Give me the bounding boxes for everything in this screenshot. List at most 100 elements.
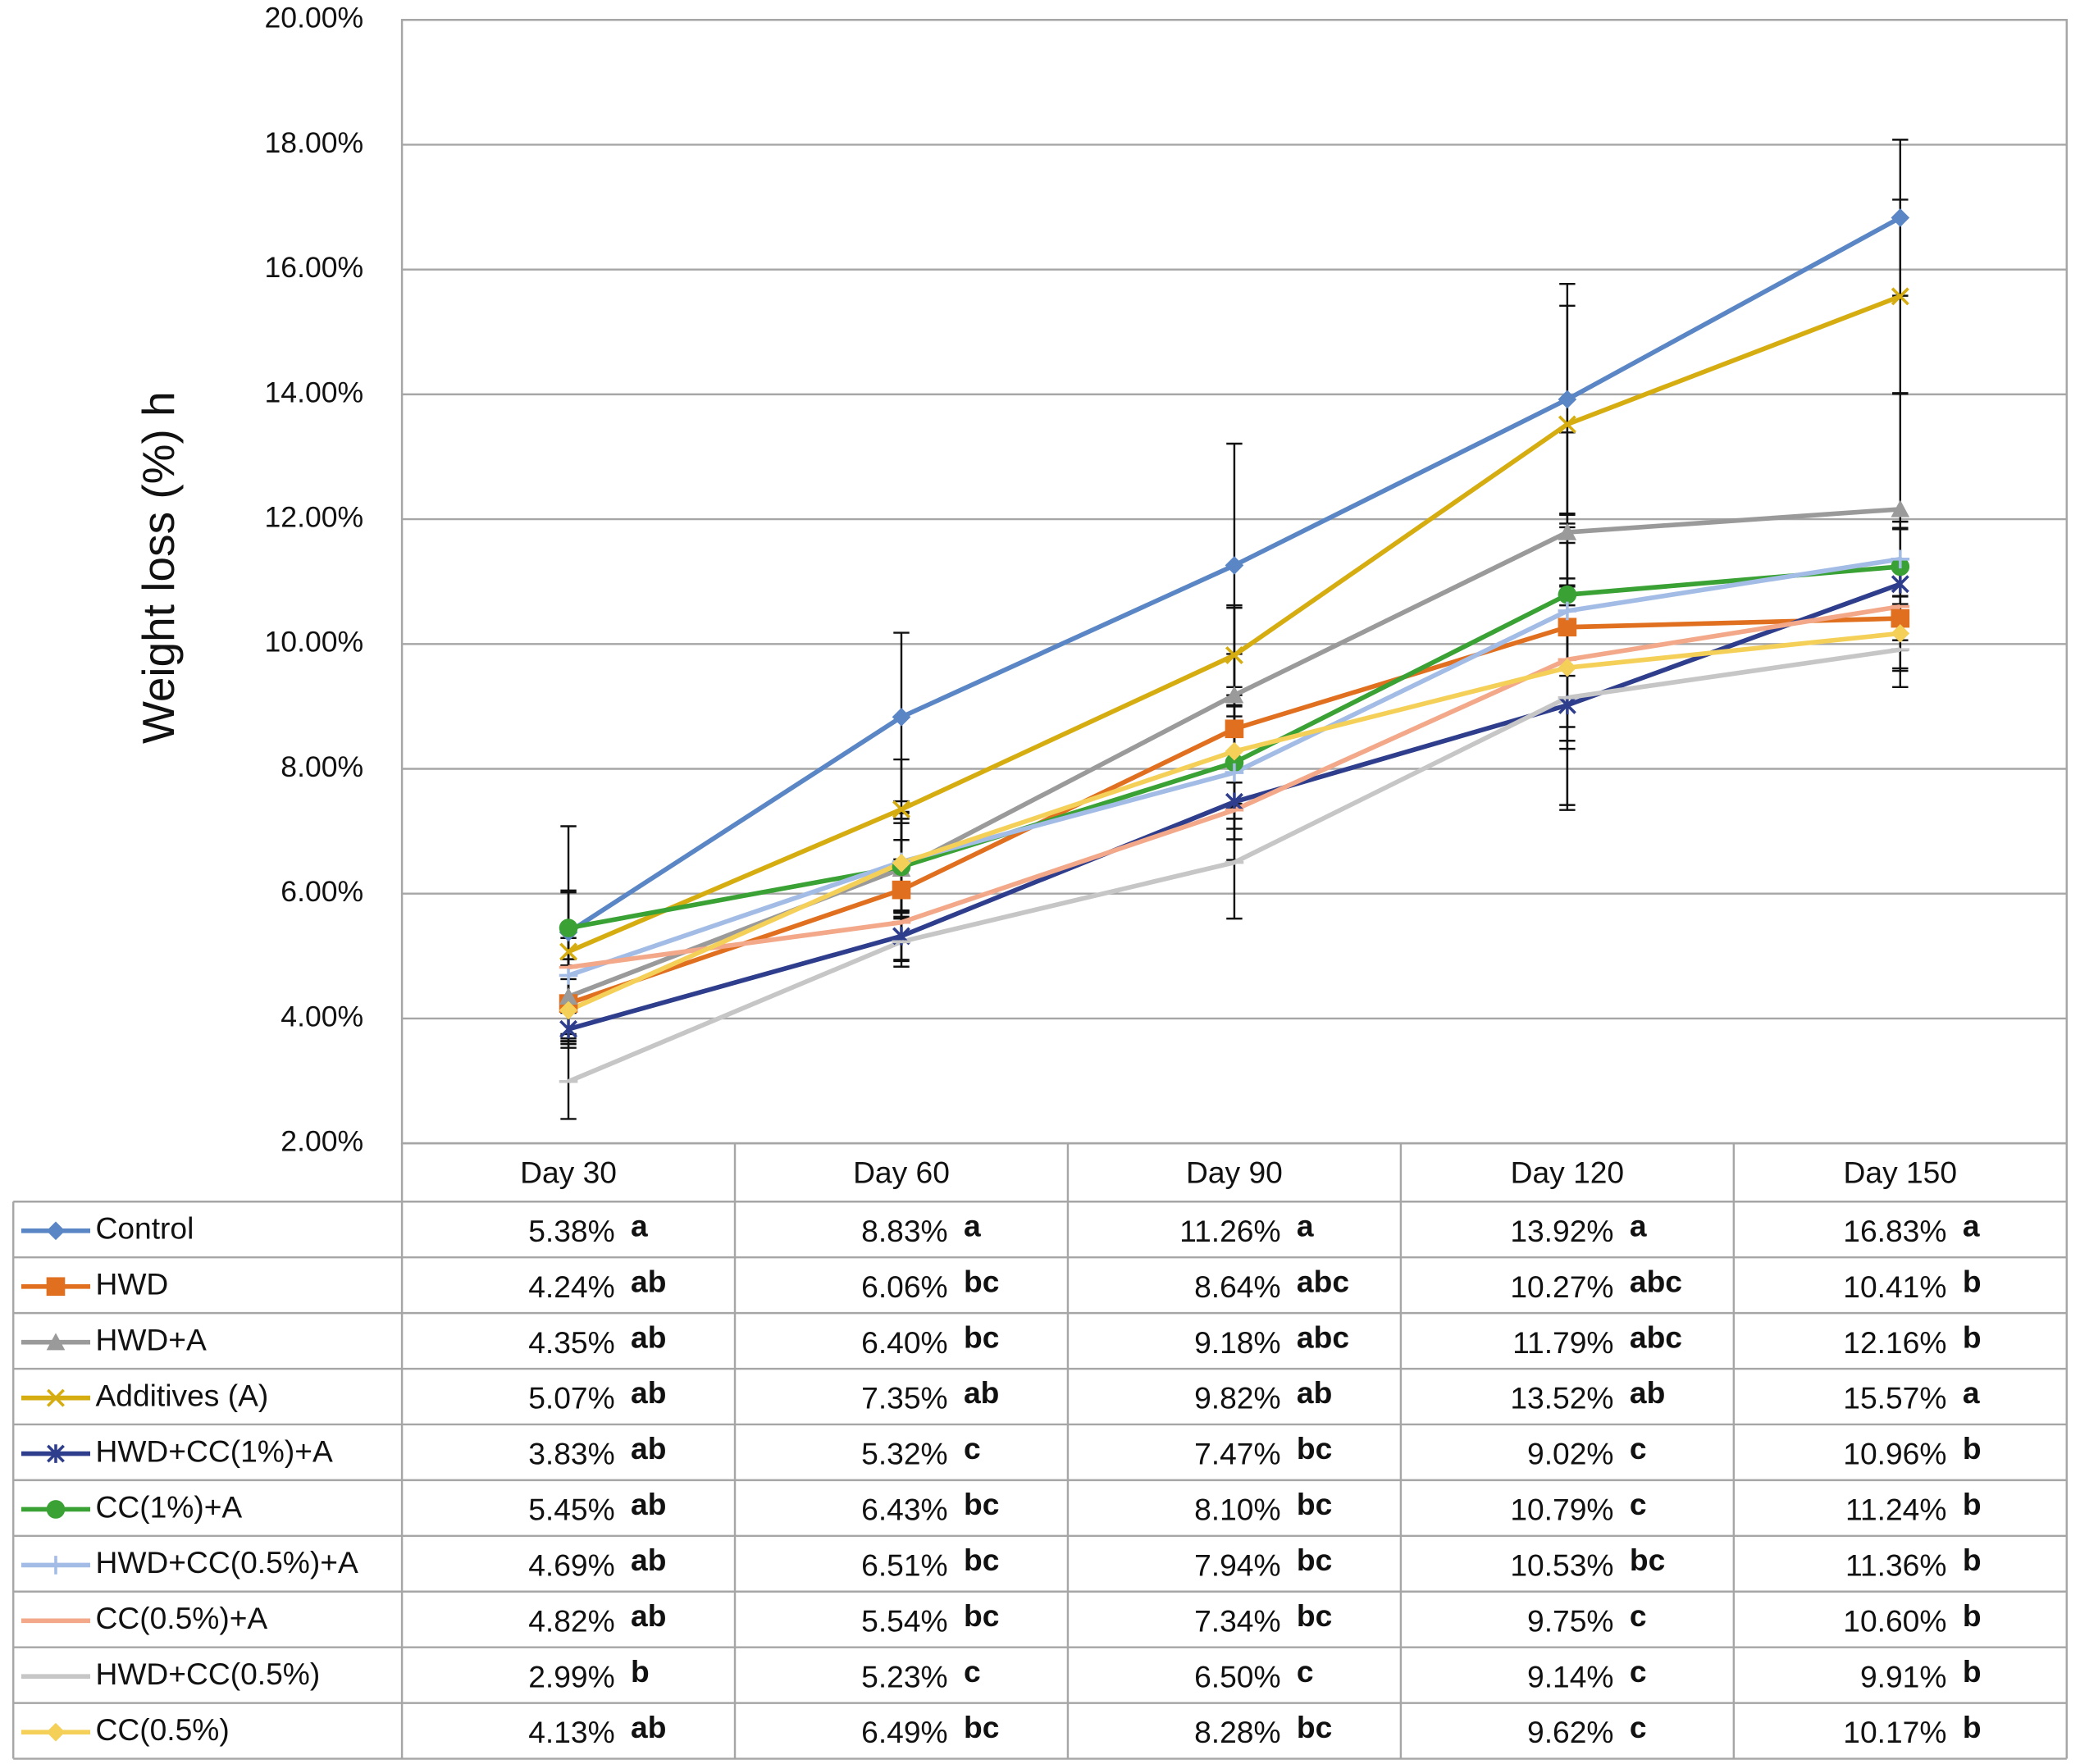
table-value: 9.02% bbox=[1527, 1437, 1613, 1471]
marker bbox=[1891, 574, 1909, 594]
significance-letter: ab bbox=[964, 1375, 999, 1410]
table-value: 5.23% bbox=[861, 1659, 947, 1693]
table-value: 13.92% bbox=[1510, 1214, 1613, 1248]
table-value: 5.38% bbox=[528, 1214, 614, 1248]
marker bbox=[46, 1500, 66, 1519]
legend-entry: HWD+CC(0.5%) bbox=[21, 1657, 320, 1691]
significance-letter: abc bbox=[1630, 1320, 1682, 1354]
significance-letter: ab bbox=[631, 1375, 666, 1410]
marker bbox=[1225, 741, 1244, 761]
table-value: 9.75% bbox=[1527, 1603, 1613, 1638]
table-value: 10.53% bbox=[1510, 1547, 1613, 1582]
legend-entry: HWD bbox=[21, 1267, 168, 1301]
marker bbox=[46, 1556, 66, 1575]
table-value: 9.14% bbox=[1527, 1659, 1613, 1693]
marker bbox=[559, 918, 578, 937]
table-value: 3.83% bbox=[528, 1437, 614, 1471]
table-value: 4.13% bbox=[528, 1715, 614, 1749]
y-tick-label: 2.00% bbox=[281, 1125, 363, 1158]
significance-letter: b bbox=[1963, 1487, 1982, 1521]
significance-letter: c bbox=[1630, 1654, 1647, 1689]
table-value: 6.06% bbox=[861, 1269, 947, 1304]
marker bbox=[559, 1001, 578, 1020]
marker bbox=[1558, 415, 1576, 434]
table-value: 8.28% bbox=[1194, 1715, 1280, 1749]
table-value: 5.54% bbox=[861, 1603, 947, 1638]
table-value: 8.83% bbox=[861, 1214, 947, 1248]
legend-label: Control bbox=[95, 1211, 194, 1246]
marker bbox=[559, 987, 578, 1005]
table-value: 12.16% bbox=[1843, 1325, 1946, 1360]
significance-letter: b bbox=[1963, 1543, 1982, 1577]
table-value: 4.82% bbox=[528, 1603, 614, 1638]
significance-letter: bc bbox=[964, 1598, 999, 1633]
table-value: 7.34% bbox=[1194, 1603, 1280, 1638]
table-value: 10.96% bbox=[1843, 1437, 1946, 1471]
legend-label: CC(0.5%) bbox=[95, 1712, 229, 1747]
marker bbox=[46, 1722, 66, 1742]
significance-letter: abc bbox=[1630, 1264, 1682, 1298]
table-value: 7.47% bbox=[1194, 1437, 1280, 1471]
y-axis-title: Weight loss (%) h bbox=[133, 391, 184, 744]
table-value: 2.99% bbox=[528, 1659, 614, 1693]
legend-label: Additives (A) bbox=[95, 1378, 268, 1412]
marker bbox=[559, 966, 578, 985]
legend-entry: CC(1%)+A bbox=[21, 1489, 242, 1524]
table-value: 9.82% bbox=[1194, 1381, 1280, 1415]
significance-letter: c bbox=[1297, 1654, 1314, 1689]
significance-letter: bc bbox=[964, 1543, 999, 1577]
legend-entry: HWD+A bbox=[21, 1323, 207, 1357]
marker bbox=[559, 942, 578, 961]
y-tick-label: 20.00% bbox=[265, 2, 364, 34]
marker bbox=[1225, 753, 1244, 773]
table-value: 10.41% bbox=[1843, 1269, 1946, 1304]
marker bbox=[1558, 522, 1577, 540]
significance-letter: b bbox=[631, 1654, 650, 1689]
table-value: 7.94% bbox=[1194, 1547, 1280, 1582]
significance-letter: b bbox=[1963, 1654, 1982, 1689]
marker bbox=[47, 1444, 65, 1463]
significance-letter: c bbox=[1630, 1487, 1647, 1521]
table-value: 15.57% bbox=[1843, 1381, 1946, 1415]
significance-letter: b bbox=[1963, 1320, 1982, 1354]
significance-letter: ab bbox=[631, 1431, 666, 1465]
marker bbox=[1558, 601, 1577, 621]
marker bbox=[1225, 763, 1244, 782]
significance-letter: a bbox=[964, 1208, 981, 1242]
legend-label: CC(0.5%)+A bbox=[95, 1601, 267, 1635]
table-value: 10.79% bbox=[1510, 1493, 1613, 1527]
legend-label: HWD+CC(1%)+A bbox=[95, 1434, 332, 1468]
significance-letter: a bbox=[1630, 1208, 1647, 1242]
significance-letter: bc bbox=[1297, 1431, 1332, 1465]
marker bbox=[46, 1333, 66, 1351]
table-value: 10.27% bbox=[1510, 1269, 1613, 1304]
significance-letter: c bbox=[1630, 1710, 1647, 1744]
x-tick-label: Day 150 bbox=[1844, 1155, 1958, 1190]
marker bbox=[47, 1388, 65, 1407]
significance-letter: ab bbox=[1297, 1375, 1332, 1410]
marker bbox=[1225, 719, 1244, 739]
table-value: 11.26% bbox=[1179, 1214, 1280, 1248]
legend-label: CC(1%)+A bbox=[95, 1489, 242, 1524]
significance-letter: c bbox=[1630, 1598, 1647, 1633]
table-value: 10.60% bbox=[1843, 1603, 1946, 1638]
y-tick-label: 12.00% bbox=[265, 500, 364, 533]
table-value: 9.91% bbox=[1860, 1659, 1946, 1693]
legend-entry: HWD+CC(0.5%)+A bbox=[21, 1545, 358, 1579]
legend-entry: CC(0.5%) bbox=[21, 1712, 230, 1747]
table-value: 6.40% bbox=[861, 1325, 947, 1360]
significance-letter: a bbox=[1963, 1375, 1980, 1410]
marker bbox=[1891, 287, 1909, 306]
y-tick-label: 6.00% bbox=[281, 875, 363, 908]
y-tick-label: 10.00% bbox=[265, 626, 364, 659]
significance-letter: bc bbox=[1297, 1487, 1332, 1521]
legend-label: HWD+CC(0.5%) bbox=[95, 1657, 320, 1691]
legend-label: HWD bbox=[95, 1267, 168, 1301]
significance-letter: ab bbox=[631, 1710, 666, 1744]
table-value: 4.24% bbox=[528, 1269, 614, 1304]
y-tick-label: 16.00% bbox=[265, 251, 364, 284]
marker bbox=[892, 880, 911, 900]
table-value: 4.69% bbox=[528, 1547, 614, 1582]
table-value: 6.43% bbox=[861, 1493, 947, 1527]
